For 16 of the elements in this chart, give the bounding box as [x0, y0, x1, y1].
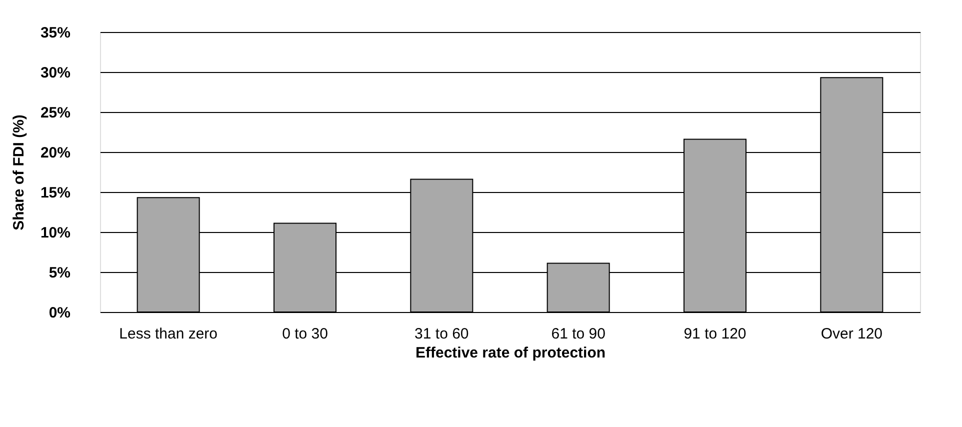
x-tick-label: 91 to 120 — [684, 326, 746, 342]
x-tick-label: Over 120 — [820, 326, 883, 342]
y-tick-label: 15% — [40, 184, 70, 202]
y-tick-label: 25% — [40, 104, 70, 122]
x-tick-label: 61 to 90 — [551, 326, 606, 342]
y-tick-label: 30% — [40, 64, 70, 82]
x-axis-title: Effective rate of protection — [415, 344, 606, 362]
y-tick-label: 35% — [40, 24, 70, 42]
x-tick-label: Less than zero — [119, 326, 218, 342]
y-tick-label: 0% — [48, 304, 70, 322]
y-tick-label: 10% — [40, 224, 70, 242]
y-tick-label: 20% — [40, 144, 70, 162]
x-tick-label: 0 to 30 — [282, 326, 328, 342]
y-tick-label: 5% — [48, 264, 70, 282]
y-axis-title: Share of FDI (%) — [10, 114, 28, 230]
x-tick-label: 31 to 60 — [414, 326, 469, 342]
